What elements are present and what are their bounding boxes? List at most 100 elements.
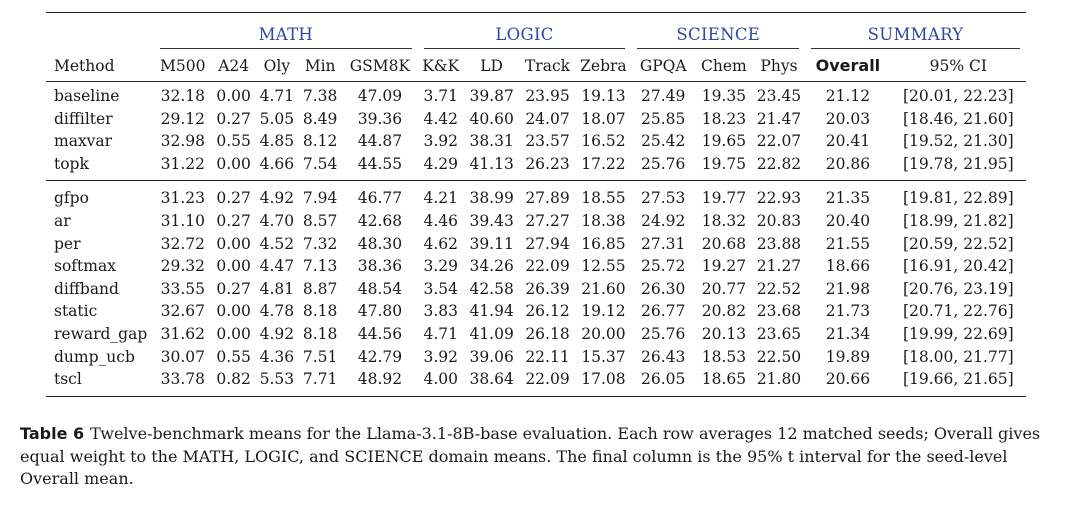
value-cell: 32.67 — [160, 302, 205, 321]
table-block-1: baseline 32.18 0.00 4.71 7.38 47.09 3.71 39.87 2… — [46, 85, 1026, 175]
value-cell: 44.87 — [357, 132, 403, 151]
value-cell: 22.50 — [756, 347, 802, 366]
value-cell: 4.70 — [259, 212, 295, 231]
value-cell: 15.37 — [581, 347, 626, 366]
value-cell: 20.13 — [701, 324, 747, 343]
value-cell: 23.57 — [525, 132, 570, 151]
table-row: reward_gap 31.62 0.00 4.92 8.18 44.56 4.71 41.0… — [46, 323, 1026, 346]
value-cell: 18.07 — [581, 109, 626, 128]
value-cell: 4.71 — [423, 324, 458, 343]
value-cell: 26.12 — [525, 302, 570, 321]
value-cell: [20.01, 22.23] — [902, 87, 1014, 106]
value-cell: 25.72 — [640, 257, 686, 276]
value-cell: 3.29 — [423, 257, 458, 276]
method-cell: per — [54, 234, 81, 253]
value-cell: 47.09 — [357, 87, 403, 106]
value-cell: 38.64 — [469, 370, 514, 389]
method-cell: baseline — [54, 87, 120, 106]
value-cell: 48.54 — [357, 279, 403, 298]
group-rule-logic — [423, 47, 626, 49]
value-cell: 0.00 — [216, 87, 251, 106]
group-rule-math — [159, 47, 412, 49]
value-cell: 3.92 — [423, 347, 458, 366]
column-header-chem: Chem — [701, 56, 747, 75]
value-cell: 24.07 — [525, 109, 570, 128]
value-cell: [18.00, 21.77] — [902, 347, 1014, 366]
method-cell: dump_ucb — [54, 347, 135, 366]
value-cell: 0.00 — [216, 154, 251, 173]
value-cell: 4.29 — [423, 154, 458, 173]
value-cell: 0.55 — [216, 132, 251, 151]
value-cell: 27.31 — [640, 234, 686, 253]
table-row: topk 31.22 0.00 4.66 7.54 44.55 4.29 41.13 26.23… — [46, 153, 1026, 176]
value-cell: 4.66 — [259, 154, 295, 173]
caption-label: Table 6 — [20, 424, 85, 443]
value-cell: 18.55 — [581, 189, 626, 208]
table-caption: Table 6 Twelve-benchmark means for the Ll… — [20, 423, 1060, 491]
table-row: maxvar 32.98 0.55 4.85 8.12 44.87 3.92 38.31 23.… — [46, 130, 1026, 153]
value-cell: 5.53 — [259, 370, 295, 389]
column-header-row: Method M500 A24 Oly Min GSM8K K&K LD Track Zebra… — [46, 51, 1026, 82]
value-cell: 3.54 — [423, 279, 458, 298]
value-cell: 21.80 — [756, 370, 802, 389]
value-cell: 23.95 — [525, 87, 570, 106]
value-cell: 38.99 — [469, 189, 514, 208]
value-cell: 26.05 — [640, 370, 686, 389]
group-header-row: MATH LOGIC SCIENCE SUMMARY — [46, 19, 1026, 45]
column-header-k-k: K&K — [422, 56, 460, 75]
value-cell: 26.77 — [640, 302, 686, 321]
group-summary: SUMMARY — [867, 24, 964, 44]
value-cell: 42.68 — [357, 212, 403, 231]
caption-text: Twelve-benchmark means for the Llama-3.1… — [20, 424, 1041, 488]
method-cell: gfpo — [54, 189, 89, 208]
value-cell: 31.22 — [160, 154, 205, 173]
value-cell: 8.57 — [302, 212, 338, 231]
value-cell: 4.71 — [259, 87, 295, 106]
value-cell: 31.62 — [160, 324, 205, 343]
value-cell: 4.92 — [259, 189, 295, 208]
value-cell: 33.78 — [160, 370, 205, 389]
value-cell: 40.60 — [469, 109, 514, 128]
value-cell: 38.31 — [469, 132, 514, 151]
value-cell: 21.73 — [825, 302, 871, 321]
method-cell: reward_gap — [54, 324, 148, 343]
value-cell: 27.53 — [640, 189, 686, 208]
value-cell: 18.32 — [701, 212, 747, 231]
value-cell: 48.92 — [357, 370, 403, 389]
value-cell: 21.98 — [825, 279, 871, 298]
value-cell: [19.52, 21.30] — [902, 132, 1014, 151]
value-cell: 21.55 — [825, 234, 871, 253]
value-cell: 27.89 — [525, 189, 570, 208]
table-row: gfpo 31.23 0.27 4.92 7.94 46.77 4.21 38.99 27.89… — [46, 187, 1026, 210]
value-cell: 20.86 — [825, 154, 871, 173]
value-cell: 20.40 — [825, 212, 871, 231]
method-cell: ar — [54, 212, 71, 231]
value-cell: 19.12 — [581, 302, 626, 321]
value-cell: 22.93 — [756, 189, 802, 208]
value-cell: 4.46 — [423, 212, 458, 231]
method-cell: diffband — [54, 279, 119, 298]
table-row: tscl 33.78 0.82 5.53 7.71 48.92 4.00 38.64 22.09… — [46, 368, 1026, 391]
value-cell: 23.45 — [756, 87, 802, 106]
value-cell: 21.12 — [825, 87, 871, 106]
value-cell: 25.85 — [640, 109, 686, 128]
value-cell: 19.77 — [701, 189, 747, 208]
value-cell: 7.94 — [302, 189, 338, 208]
value-cell: 30.07 — [160, 347, 205, 366]
value-cell: 4.52 — [259, 234, 295, 253]
value-cell: 17.08 — [581, 370, 626, 389]
value-cell: 32.98 — [160, 132, 205, 151]
value-cell: 4.21 — [423, 189, 458, 208]
value-cell: 18.23 — [701, 109, 747, 128]
value-cell: 33.55 — [160, 279, 205, 298]
value-cell: 4.81 — [259, 279, 295, 298]
value-cell: 0.27 — [216, 212, 251, 231]
value-cell: 4.47 — [259, 257, 295, 276]
value-cell: 0.27 — [216, 109, 251, 128]
table-row: static 32.67 0.00 4.78 8.18 47.80 3.83 41.94 26.… — [46, 300, 1026, 323]
value-cell: 29.12 — [160, 109, 205, 128]
value-cell: 18.53 — [701, 347, 747, 366]
value-cell: 4.36 — [259, 347, 295, 366]
value-cell: 0.27 — [216, 279, 251, 298]
method-cell: diffilter — [54, 109, 113, 128]
